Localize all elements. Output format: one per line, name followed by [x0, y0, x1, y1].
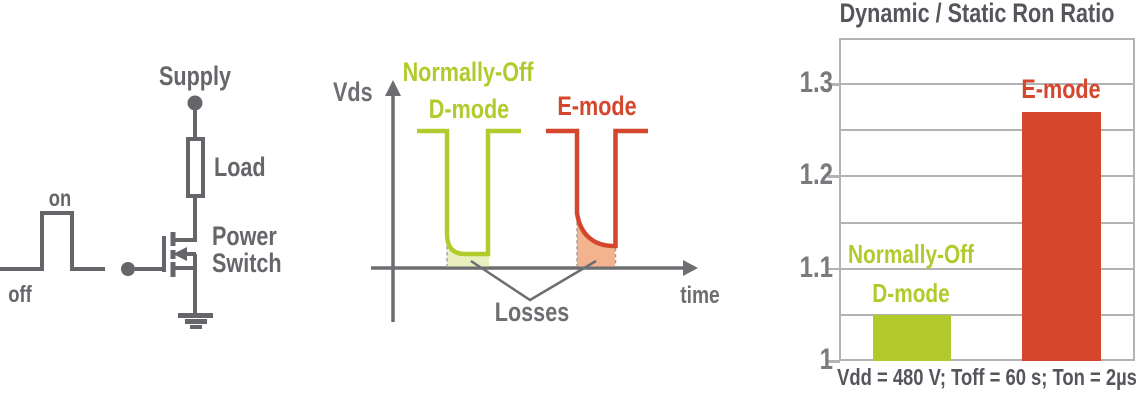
y-axis-tick: [828, 175, 840, 178]
emode-waveform-label: E-mode: [557, 91, 637, 121]
gridline: [841, 83, 1133, 86]
ron-chart-caption: Vdd = 480 V; Toff = 60 s; Ton = 2µs: [837, 364, 1137, 390]
gate-pulse-waveform: [0, 211, 105, 271]
losses-label: Losses: [494, 297, 570, 327]
mosfet-body-arrow: [173, 247, 187, 261]
gate-off-label: off: [8, 281, 32, 307]
supply-label: Supply: [158, 61, 232, 91]
vds-time-plot: [371, 80, 698, 322]
emode-loss-dashed-edges: [576, 216, 617, 266]
y-axis-tick: [828, 83, 840, 86]
power-switch-label-line1: Power: [212, 221, 277, 251]
dmode-vds-waveform: [417, 128, 521, 257]
supply-node-dot: [187, 95, 203, 111]
y-tick-label: 1.2: [799, 158, 833, 192]
ron-chart-title: Dynamic / Static Ron Ratio: [839, 0, 1115, 28]
time-axis-arrowhead: [683, 260, 698, 276]
power-switch-label-line2: Switch: [212, 248, 282, 278]
y-tick-label: 1.3: [799, 66, 833, 100]
dmode-bar-label-line1: Normally-Off: [848, 239, 974, 269]
mosfet-drain-stub: [173, 196, 197, 242]
y-axis-tick: [828, 267, 840, 271]
gate-on-label: on: [48, 185, 72, 211]
ground-symbol: [178, 313, 213, 329]
load-resistor: [186, 137, 205, 198]
dmode-waveform-label-line2: D-mode: [428, 94, 510, 124]
gridline: [841, 129, 1133, 132]
gridline: [841, 313, 1133, 316]
y-tick-label: 1: [819, 343, 833, 376]
emode-vds-waveform: [546, 128, 648, 249]
gridline: [841, 221, 1133, 224]
ron-bar: [873, 314, 951, 361]
gridline: [841, 267, 1133, 270]
circuit-schematic: [0, 95, 213, 329]
dmode-waveform-label-line1: Normally-Off: [402, 57, 534, 87]
y-tick-label: 1.1: [799, 250, 833, 284]
time-axis-label: time: [680, 282, 720, 309]
dmode-bar-label-line2: D-mode: [872, 278, 950, 308]
gate-node-dot: [121, 262, 135, 276]
ron-bar: [1022, 111, 1101, 361]
losses-pointer-lines: [470, 259, 597, 302]
vds-axis-label: Vds: [333, 77, 373, 107]
dmode-loss-fill: [447, 234, 489, 267]
vds-axis-arrowhead: [385, 80, 401, 96]
emode-loss-fill: [577, 214, 615, 267]
load-label: Load: [214, 152, 266, 182]
emode-bar-label: E-mode: [1021, 74, 1101, 104]
gridline: [841, 175, 1133, 178]
y-axis-tick: [828, 360, 840, 363]
